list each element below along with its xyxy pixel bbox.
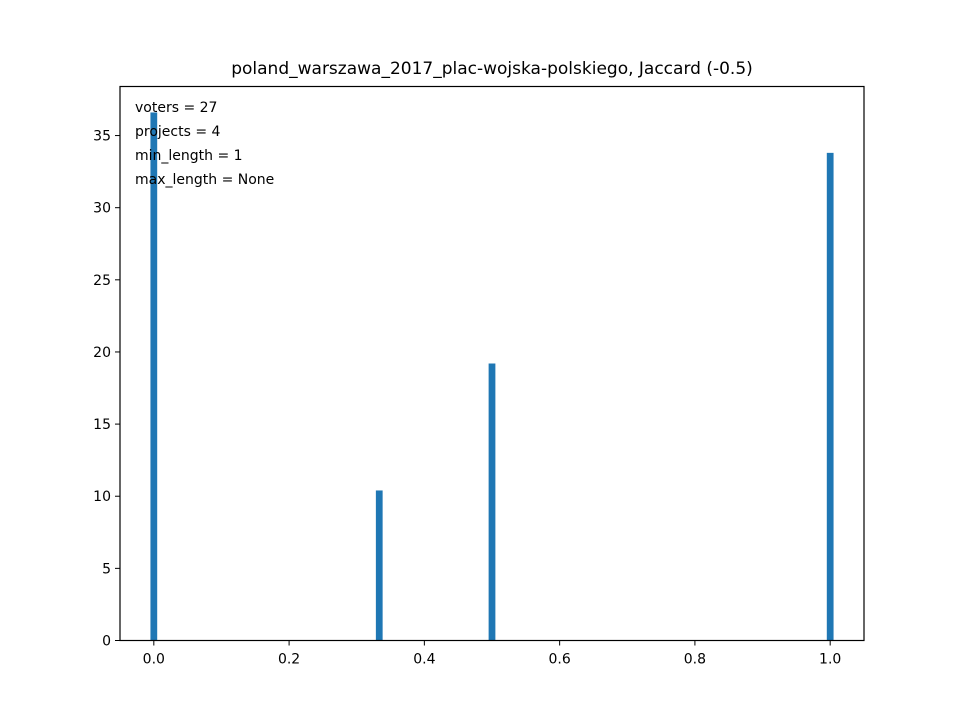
y-tick-label: 20 bbox=[93, 345, 111, 361]
y-axis-ticks: 0 5 10 15 20 25 30 35 bbox=[93, 129, 120, 650]
x-tick-label: 0.2 bbox=[278, 652, 300, 668]
y-tick-label: 5 bbox=[102, 561, 111, 577]
x-tick-label: 0.6 bbox=[549, 652, 571, 668]
annotation-max-length: max_length = None bbox=[135, 172, 274, 188]
bar-1 bbox=[375, 490, 383, 641]
y-tick-label: 35 bbox=[93, 129, 111, 145]
bar-2 bbox=[488, 363, 496, 641]
y-tick-label: 0 bbox=[102, 634, 111, 650]
annotation-voters: voters = 27 bbox=[135, 100, 217, 116]
y-tick-label: 30 bbox=[93, 201, 111, 217]
x-tick-label: 1.0 bbox=[819, 652, 841, 668]
y-tick-label: 25 bbox=[93, 273, 111, 289]
annotation-projects: projects = 4 bbox=[135, 124, 221, 140]
annotation-min-length: min_length = 1 bbox=[135, 148, 243, 164]
bar-3 bbox=[826, 152, 834, 641]
y-tick-label: 15 bbox=[93, 417, 111, 433]
x-tick-label: 0.8 bbox=[684, 652, 706, 668]
stats-annotation: voters = 27 projects = 4 min_length = 1 … bbox=[135, 100, 274, 188]
x-tick-label: 0.4 bbox=[413, 652, 435, 668]
bar-0 bbox=[150, 112, 158, 641]
bars-layer bbox=[150, 112, 834, 641]
chart-title: poland_warszawa_2017_plac-wojska-polskie… bbox=[231, 59, 753, 79]
x-axis-ticks: 0.0 0.2 0.4 0.6 0.8 1.0 bbox=[143, 640, 841, 668]
y-tick-label: 10 bbox=[93, 489, 111, 505]
plot-frame bbox=[119, 85, 865, 642]
x-tick-label: 0.0 bbox=[143, 652, 165, 668]
